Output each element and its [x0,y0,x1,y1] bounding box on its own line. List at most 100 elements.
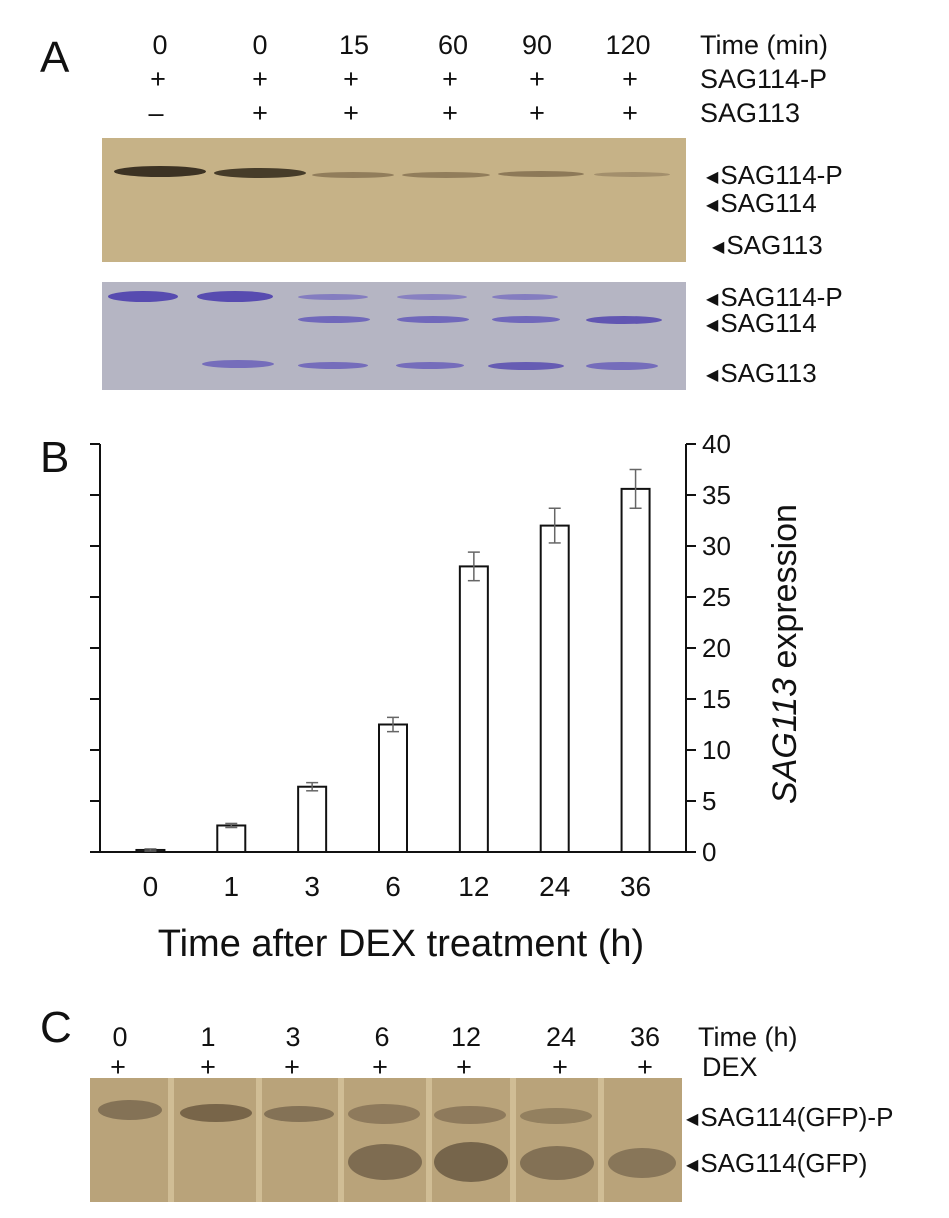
y-axis-title-gene: SAG113 [766,678,804,804]
panel-c-row-label-dex: DEX [702,1052,758,1082]
blot-band [402,172,490,178]
y-tick-label: 40 [702,429,731,459]
blot-band [586,362,658,370]
panel-b-letter: B [40,433,70,482]
blot-band [434,1142,508,1182]
blot-label-sag114: ◀SAG114 [706,188,817,218]
bar [539,524,570,853]
panel-a-coomassie-gel [102,282,686,390]
y-tick-label: 25 [702,582,731,612]
blot-label-sag114p: ◀SAG114-P [706,160,843,190]
x-tick-label: 12 [458,871,489,902]
blot-band [492,316,560,323]
y-tick-label: 35 [702,480,731,510]
panel-a-time-label: 90 [521,30,553,60]
blot-band [114,166,206,177]
blot-label-sag113: ◀SAG113 [712,230,823,260]
panel-a-time-label: 15 [338,30,370,60]
blot-band [586,316,662,324]
lane-divider [256,1078,262,1202]
plus-sign: + [456,1052,472,1082]
blot-band [348,1144,422,1180]
blot-band [202,360,274,368]
blot-band [348,1104,420,1124]
bar [378,723,408,853]
plus-sign: + [637,1052,653,1082]
arrow-left-icon: ◀ [706,367,719,385]
panel-c-time-label: 6 [374,1022,390,1052]
plus-sign: + [529,98,545,128]
y-axis-title: SAG113 expression [766,504,804,804]
bar [297,785,328,853]
panel-a-row-label-sag113: SAG113 [700,98,801,128]
panel-c-time-label: 12 [450,1022,482,1052]
blot-band [298,316,370,323]
minus-sign: – [148,98,164,128]
plus-sign: + [552,1052,568,1082]
plus-sign: + [110,1052,126,1082]
x-tick-label: 0 [143,871,159,902]
panel-a-time-label: 0 [152,30,168,60]
bar [458,565,489,853]
blot-band [492,294,558,300]
blot-band [197,291,273,302]
plus-sign: + [442,64,458,94]
panel-c-time-label: 0 [112,1022,128,1052]
lane-divider [598,1078,604,1202]
plus-sign: + [284,1052,300,1082]
plus-sign: + [442,98,458,128]
x-tick-label: 24 [539,871,570,902]
blot-band [434,1106,506,1124]
plus-sign: + [252,64,268,94]
panel-a-time-header: Time (min) [700,30,828,60]
panel-c-time-header: Time (h) [698,1022,798,1052]
blot-label-sag114gfp: ◀SAG114(GFP) [686,1148,868,1178]
panel-a-time-label: 120 [605,30,651,60]
blot-band [98,1100,162,1120]
y-tick-label: 5 [702,786,716,816]
blot-band [298,294,368,300]
lane-divider [510,1078,516,1202]
y-axis-title-rest: expression [766,504,804,678]
y-tick-label: 20 [702,633,731,663]
blot-band [180,1104,252,1122]
blot-label-sag114gfp-p: ◀SAG114(GFP)-P [686,1102,894,1132]
blot-band [397,294,467,300]
panel-c-time-label: 36 [629,1022,661,1052]
panel-a-letter: A [40,33,70,82]
blot-band [396,362,464,369]
plus-sign: + [622,64,638,94]
blot-band [214,168,306,178]
plus-sign: + [343,98,359,128]
blot-label-sag114: ◀SAG114 [706,308,817,338]
arrow-left-icon: ◀ [706,317,719,335]
arrow-left-icon: ◀ [686,1111,699,1129]
lane-divider [426,1078,432,1202]
y-tick-label: 10 [702,735,731,765]
panel-c-time-label: 3 [285,1022,301,1052]
blot-band [397,316,469,323]
panel-a-time-label: 60 [437,30,469,60]
plus-sign: + [343,64,359,94]
lane-divider [168,1078,174,1202]
plus-sign: + [529,64,545,94]
bar [216,824,247,854]
blot-label-sag114p: ◀SAG114-P [706,282,843,312]
plus-sign: + [372,1052,388,1082]
plus-sign: + [252,98,268,128]
x-tick-label: 6 [385,871,401,902]
panel-c-western-blot [90,1078,682,1202]
y-tick-label: 30 [702,531,731,561]
plus-sign: + [622,98,638,128]
blot-band [264,1106,334,1122]
arrow-left-icon: ◀ [706,169,719,187]
blot-band [312,172,394,178]
blot-band [520,1108,592,1124]
arrow-left-icon: ◀ [686,1157,699,1175]
bar [620,487,651,853]
panel-c-time-label: 1 [200,1022,216,1052]
blot-band [108,291,178,302]
blot-band [298,362,368,369]
blot-band [608,1148,676,1178]
